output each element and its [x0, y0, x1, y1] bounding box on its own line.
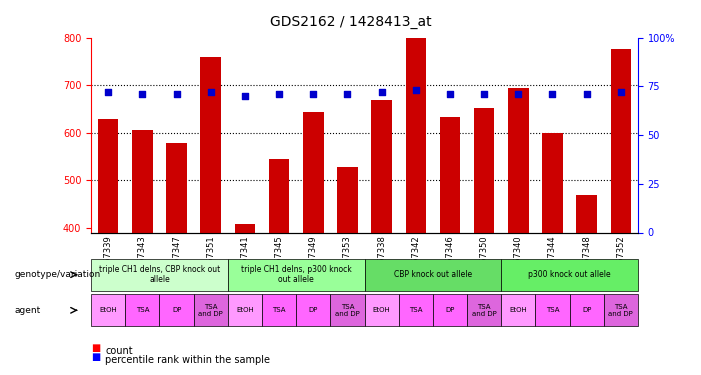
Point	[171, 91, 182, 97]
Bar	[235, 224, 255, 375]
Text: triple CH1 delns, CBP knock out
allele: triple CH1 delns, CBP knock out allele	[99, 265, 220, 284]
Bar	[474, 108, 494, 375]
Text: TSA: TSA	[272, 308, 286, 314]
Text: TSA: TSA	[409, 308, 423, 314]
Text: p300 knock out allele: p300 knock out allele	[529, 270, 611, 279]
Point	[444, 91, 456, 97]
Point	[410, 87, 421, 93]
Bar	[269, 159, 290, 375]
Point	[342, 91, 353, 97]
Text: TSA: TSA	[545, 308, 559, 314]
Text: TSA
and DP: TSA and DP	[198, 304, 223, 317]
Bar	[337, 167, 358, 375]
Point	[547, 91, 558, 97]
Bar	[303, 112, 324, 375]
Bar	[132, 130, 153, 375]
Bar	[440, 117, 460, 375]
Bar	[166, 143, 186, 375]
Point	[137, 91, 148, 97]
Text: DP: DP	[308, 308, 318, 314]
Bar	[200, 57, 221, 375]
Point	[479, 91, 490, 97]
Text: TSA
and DP: TSA and DP	[472, 304, 496, 317]
Bar	[508, 88, 529, 375]
Bar	[405, 39, 426, 375]
Point	[239, 93, 250, 99]
Text: EtOH: EtOH	[510, 308, 527, 314]
Text: TSA
and DP: TSA and DP	[335, 304, 360, 317]
Point	[581, 91, 592, 97]
Point	[273, 91, 285, 97]
Text: DP: DP	[582, 308, 592, 314]
Bar	[98, 119, 118, 375]
Bar	[611, 50, 631, 375]
Point	[205, 89, 217, 95]
Text: DP: DP	[445, 308, 455, 314]
Text: agent: agent	[14, 306, 40, 315]
Text: count: count	[105, 346, 132, 355]
Text: triple CH1 delns, p300 knock
out allele: triple CH1 delns, p300 knock out allele	[241, 265, 351, 284]
Text: CBP knock out allele: CBP knock out allele	[394, 270, 472, 279]
Bar	[576, 195, 597, 375]
Text: EtOH: EtOH	[100, 308, 117, 314]
Text: TSA
and DP: TSA and DP	[608, 304, 633, 317]
Point	[102, 89, 114, 95]
Text: GDS2162 / 1428413_at: GDS2162 / 1428413_at	[270, 15, 431, 29]
Bar	[543, 133, 563, 375]
Text: DP: DP	[172, 308, 182, 314]
Bar	[372, 100, 392, 375]
Point	[615, 89, 627, 95]
Text: EtOH: EtOH	[236, 308, 254, 314]
Point	[512, 91, 524, 97]
Text: genotype/variation: genotype/variation	[14, 270, 100, 279]
Text: TSA: TSA	[135, 308, 149, 314]
Text: ■: ■	[91, 343, 100, 352]
Point	[308, 91, 319, 97]
Text: percentile rank within the sample: percentile rank within the sample	[105, 355, 270, 365]
Text: ■: ■	[91, 352, 100, 362]
Point	[376, 89, 387, 95]
Text: EtOH: EtOH	[373, 308, 390, 314]
